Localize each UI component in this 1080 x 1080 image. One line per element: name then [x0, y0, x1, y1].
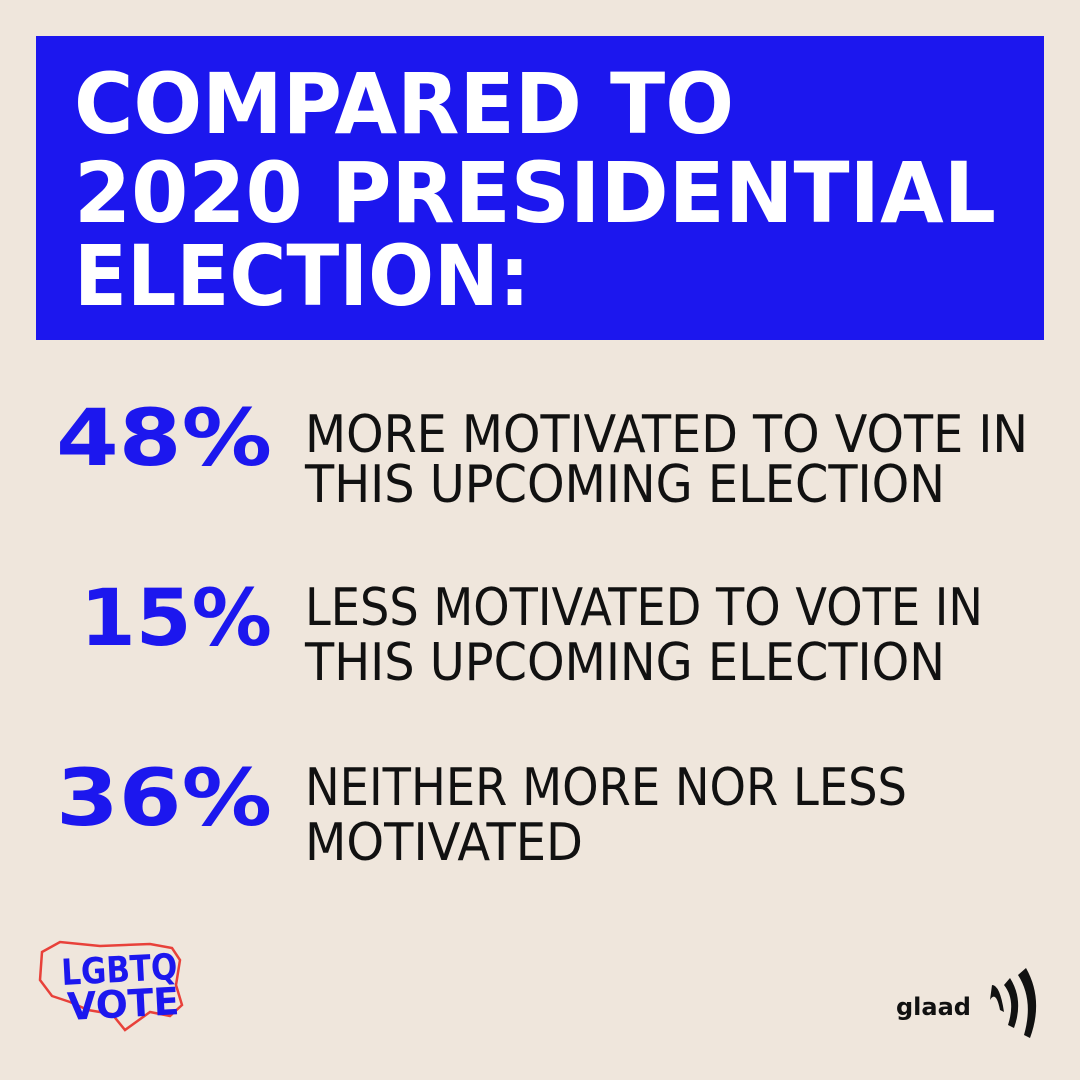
stat-text: THIS UPCOMING ELECTION [304, 633, 945, 693]
stat-percent: 36% [56, 754, 272, 844]
campaign-logo-text: LGBTQ [60, 947, 178, 994]
stat-text: NEITHER MORE NOR LESS [305, 758, 907, 818]
title-line: COMPARED TO [74, 55, 734, 153]
stat-text: MOTIVATED [305, 813, 583, 873]
stat-text: LESS MOTIVATED TO VOTE IN [305, 578, 983, 638]
brand-mark [990, 968, 1037, 1038]
title-line: ELECTION: [74, 227, 530, 325]
stat-percent: 15% [80, 574, 272, 664]
stat-text: MORE MOTIVATED TO VOTE IN [305, 405, 1028, 465]
stat-percent: 48% [56, 394, 272, 484]
title-box [36, 36, 1044, 340]
title-line: 2020 PRESIDENTIAL [74, 144, 996, 242]
campaign-logo-text: VOTE [66, 979, 180, 1029]
us-map-outline [38, 940, 184, 1032]
stat-text: THIS UPCOMING ELECTION [304, 455, 945, 515]
brand-name: glaad [896, 993, 971, 1021]
